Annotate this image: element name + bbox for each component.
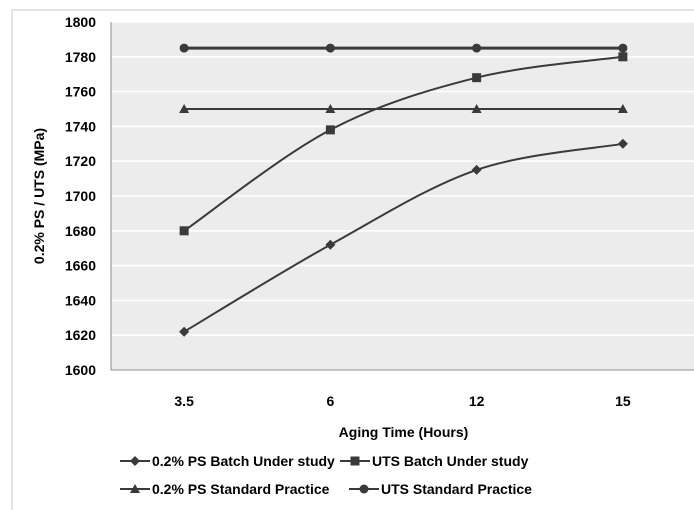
legend-marker xyxy=(130,484,140,493)
data-point xyxy=(617,138,628,149)
series-2 xyxy=(179,52,628,236)
y-tick-label: 1780 xyxy=(65,49,96,65)
x-tick-label: 3.5 xyxy=(174,393,194,409)
data-point xyxy=(179,226,189,236)
y-tick-label: 1640 xyxy=(65,292,96,308)
legend-item: 0.2% PS Standard Practice xyxy=(120,481,330,497)
series-3 xyxy=(179,104,628,113)
data-point xyxy=(325,104,336,113)
x-axis-title: Aging Time (Hours) xyxy=(339,424,469,440)
y-tick-label: 1660 xyxy=(65,258,96,274)
data-point xyxy=(179,326,190,337)
y-tick-label: 1760 xyxy=(65,84,96,100)
legend-item: UTS Batch Under study xyxy=(340,453,529,469)
data-point xyxy=(471,104,482,113)
y-axis-title: 0.2% PS / UTS (MPa) xyxy=(31,128,47,264)
data-point xyxy=(325,239,336,250)
series-line xyxy=(183,142,624,333)
data-point xyxy=(325,125,335,135)
series-4 xyxy=(179,43,628,53)
series-line xyxy=(183,55,624,232)
y-tick-label: 1680 xyxy=(65,223,96,239)
y-tick-label: 1620 xyxy=(65,327,96,343)
series-1 xyxy=(179,138,628,337)
x-tick-label: 15 xyxy=(615,393,631,409)
data-point xyxy=(179,104,190,113)
legend-label: 0.2% PS Batch Under study xyxy=(152,453,335,469)
y-tick-label: 1700 xyxy=(65,188,96,204)
y-tick-label: 1600 xyxy=(65,362,96,378)
x-tick-label: 6 xyxy=(326,393,334,409)
data-point xyxy=(325,43,335,53)
legend-label: 0.2% PS Standard Practice xyxy=(152,481,330,497)
legend-label: UTS Batch Under study xyxy=(372,453,529,469)
y-tick-label: 1740 xyxy=(65,118,96,134)
data-point xyxy=(472,43,482,53)
legend-item: UTS Standard Practice xyxy=(349,481,532,497)
data-point xyxy=(617,104,628,113)
legend-marker xyxy=(359,484,369,494)
data-point xyxy=(471,164,482,175)
legend-label: UTS Standard Practice xyxy=(381,481,532,497)
y-tick-label: 1720 xyxy=(65,153,96,169)
legend-marker xyxy=(130,456,140,466)
data-point xyxy=(179,43,189,53)
data-point xyxy=(618,52,628,62)
legend-marker xyxy=(350,456,360,466)
data-point xyxy=(618,43,628,53)
legend-item: 0.2% PS Batch Under study xyxy=(120,453,335,469)
data-point xyxy=(472,73,482,83)
y-tick-label: 1800 xyxy=(65,14,96,30)
x-tick-label: 12 xyxy=(469,393,485,409)
